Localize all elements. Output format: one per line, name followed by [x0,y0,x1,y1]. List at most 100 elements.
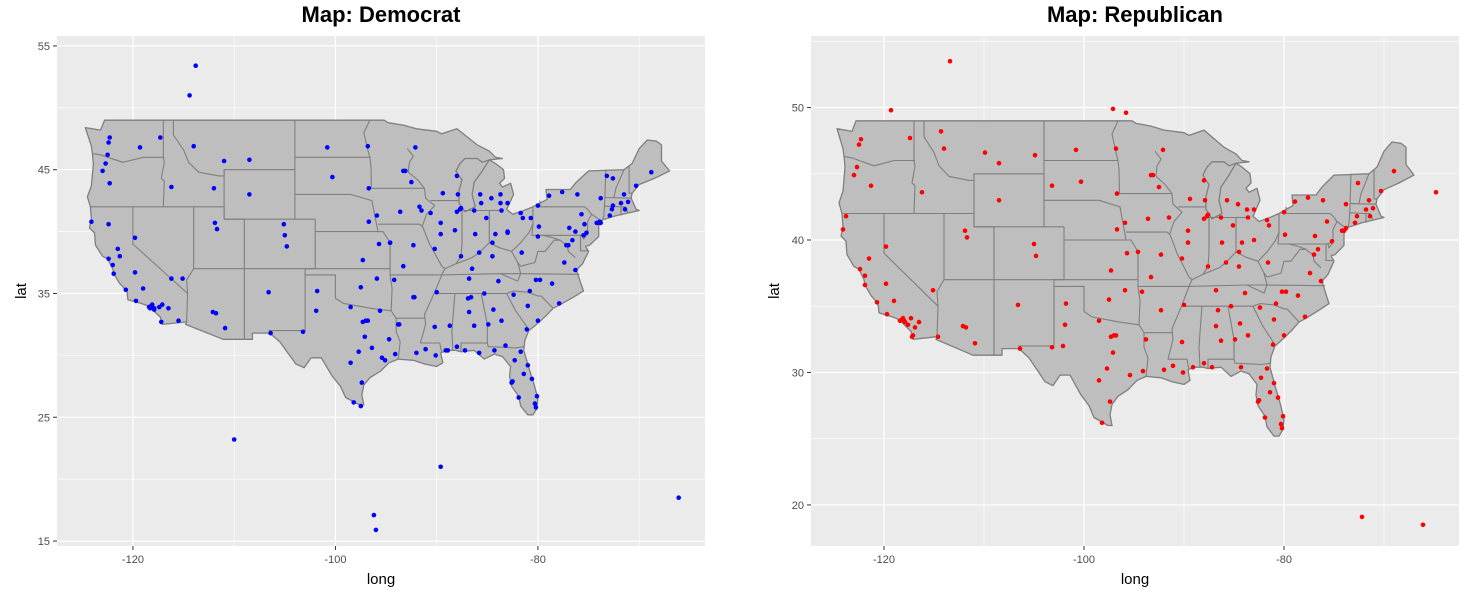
state-border [604,196,632,199]
data-point [1179,339,1185,345]
data-point [856,142,862,147]
data-point [489,195,494,201]
data-point [633,183,639,189]
state-border [160,120,165,207]
data-point [1343,201,1349,207]
y-tick-label: 55 [38,41,50,53]
data-point [1096,378,1102,383]
data-point [158,135,163,140]
x-tick-label: -100 [324,554,346,566]
data-point [137,145,143,150]
data-point [1251,207,1257,212]
x-axis-label: long [1121,571,1149,588]
data-point [1367,213,1373,219]
data-point [535,318,541,324]
data-point [374,213,380,218]
usa-outline [84,119,671,416]
data-point [314,288,320,294]
data-point [391,277,397,283]
data-point [598,195,603,201]
data-point [382,358,388,363]
chart-title: Map: Republican [1047,2,1223,27]
state-border [511,223,534,252]
data-point [1123,110,1129,116]
data-point [445,348,451,353]
data-point [938,129,944,134]
data-point [1420,522,1426,528]
state-border [883,213,939,337]
y-tick-label: 30 [792,367,804,379]
data-point [1292,199,1298,204]
chart-title: Map: Democrat [302,2,462,27]
data-point [1107,399,1113,404]
data-point [1122,288,1128,293]
data-point [622,207,628,212]
data-point [1185,240,1191,245]
data-point [854,164,860,170]
data-point [1302,314,1308,320]
data-point [533,277,539,283]
data-point [573,229,578,234]
state-border [1054,279,1187,287]
data-point [535,234,541,239]
data-point [610,203,616,208]
data-point [912,325,918,330]
data-point [1110,350,1116,355]
panel-republican: Map: Republican -120 -100 -80 20 30 40 50 long… [766,2,1459,588]
data-point [191,143,196,149]
data-point [1113,146,1119,151]
data-point [1237,321,1243,326]
data-point [874,300,880,305]
data-point [1078,179,1084,184]
state-border [193,206,245,340]
y-tick-label: 25 [38,412,50,424]
data-point [1204,213,1210,219]
y-tick-label: 45 [38,165,50,177]
data-point [107,135,112,140]
data-point [412,294,417,300]
data-point [492,348,497,353]
data-point [360,257,366,263]
data-point [649,169,654,175]
data-point [166,306,171,311]
data-point [888,107,894,113]
data-point [123,287,129,293]
state-border [1266,248,1306,278]
data-point [907,135,913,141]
state-border [1126,231,1171,236]
data-point [106,221,111,227]
data-point [493,231,498,237]
data-point [930,288,936,293]
data-point [1032,152,1038,158]
state-border [1054,285,1140,326]
data-point [117,253,123,259]
data-point [1245,215,1251,220]
state-border [1288,243,1322,269]
data-point [1352,220,1358,226]
data-point [1108,268,1114,273]
state-border [1186,284,1326,287]
data-point [1205,264,1211,269]
data-point [1258,375,1264,381]
data-point [1099,420,1105,426]
data-point [1262,415,1268,420]
data-point [180,276,185,281]
state-border [1347,173,1352,228]
data-point [149,302,155,307]
x-tick-label: -120 [122,554,144,566]
y-tick-label: 15 [38,536,50,548]
data-point [1275,395,1281,400]
data-point [858,137,864,142]
data-point [401,263,406,269]
data-point [901,318,907,324]
data-point [1281,333,1287,338]
data-point [549,281,555,286]
data-point [996,160,1002,166]
data-point [1114,227,1120,232]
data-point [392,351,398,357]
data-point [499,318,504,324]
data-point [1315,247,1321,252]
data-point [676,495,681,501]
state-border [1277,213,1334,245]
data-point [486,322,491,327]
